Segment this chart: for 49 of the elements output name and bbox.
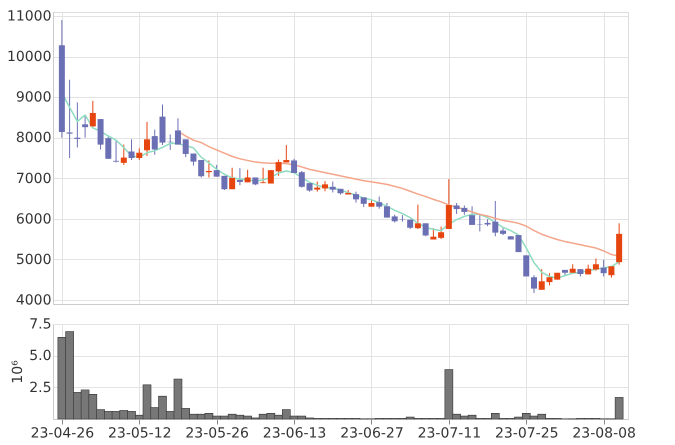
candlestick bbox=[136, 148, 142, 161]
candlestick bbox=[469, 206, 476, 226]
x-tick-label: 23-06-13 bbox=[262, 426, 326, 442]
y-tick-label: 5000 bbox=[16, 252, 52, 268]
candlestick bbox=[407, 219, 414, 230]
candlestick bbox=[144, 121, 150, 156]
candlestick bbox=[74, 102, 80, 148]
candlestick bbox=[120, 144, 127, 166]
candlestick bbox=[105, 134, 112, 160]
candlestick bbox=[236, 168, 243, 186]
x-tick-label: 23-04-26 bbox=[30, 426, 94, 442]
x-tick-label: 23-05-12 bbox=[108, 426, 172, 442]
candlestick bbox=[446, 178, 452, 230]
candlestick bbox=[376, 196, 382, 210]
y-tick-label: 8000 bbox=[16, 130, 52, 146]
candlestick bbox=[530, 274, 537, 294]
x-tick-label: 23-05-26 bbox=[185, 426, 250, 442]
candlestick bbox=[229, 167, 236, 190]
candlestick bbox=[538, 268, 545, 290]
y-tick-label: 7000 bbox=[16, 170, 52, 187]
x-tick-label: 23-06-27 bbox=[340, 426, 404, 442]
candlestick bbox=[291, 158, 298, 174]
candlestick bbox=[600, 259, 607, 277]
y-tick-label: 11000 bbox=[6, 8, 52, 25]
candlestick bbox=[592, 258, 599, 272]
candlestick bbox=[90, 100, 96, 128]
y-tick-label: 10000 bbox=[6, 49, 52, 66]
candlestick bbox=[244, 169, 251, 183]
y-tick-label: 7.5 bbox=[29, 316, 52, 332]
candlestick bbox=[422, 222, 429, 237]
candlestick bbox=[585, 264, 592, 275]
x-tick-label: 23-08-08 bbox=[572, 426, 636, 442]
candlestick bbox=[128, 138, 135, 161]
x-tick-label: 23-07-11 bbox=[418, 426, 482, 442]
y-tick-label: 5.0 bbox=[29, 348, 52, 364]
candlestick bbox=[152, 129, 158, 156]
candlestick bbox=[523, 254, 530, 277]
y-tick-label: 4000 bbox=[16, 292, 52, 308]
y-tick-label: 9000 bbox=[16, 90, 52, 106]
candlestick bbox=[399, 214, 406, 222]
candlestick bbox=[414, 204, 421, 230]
x-tick-label: 23-07-25 bbox=[494, 426, 559, 442]
y-tick-label: 2.5 bbox=[29, 380, 52, 396]
y-tick-label: 6000 bbox=[16, 211, 52, 228]
y-axis-title: 10⁶ bbox=[10, 360, 26, 384]
candlestick bbox=[461, 204, 468, 216]
candlestick bbox=[454, 202, 460, 214]
candlestick bbox=[221, 175, 228, 191]
candlestick bbox=[283, 144, 290, 163]
